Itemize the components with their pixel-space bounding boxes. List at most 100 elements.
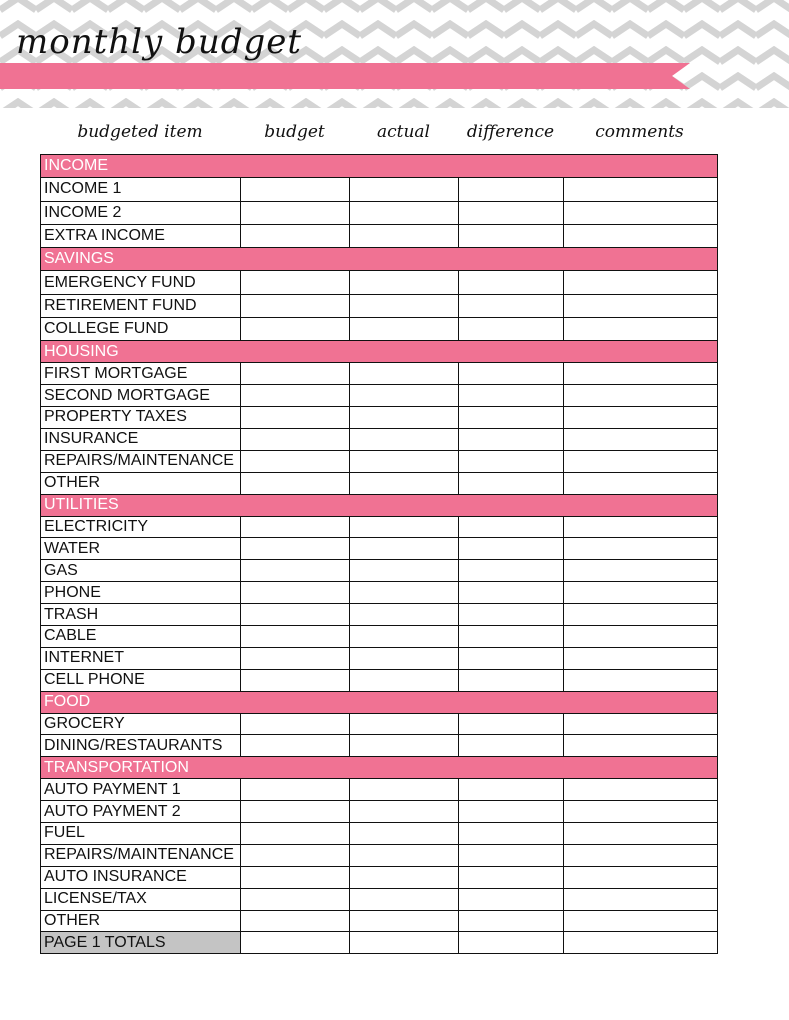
actual-cell[interactable] [349, 317, 459, 342]
budget-cell[interactable] [240, 270, 350, 295]
comments-cell[interactable] [562, 537, 719, 561]
budget-cell[interactable] [240, 449, 350, 473]
actual-cell[interactable] [349, 843, 459, 867]
budget-cell[interactable] [240, 603, 350, 626]
difference-cell[interactable] [458, 887, 564, 911]
budget-cell[interactable] [240, 581, 350, 605]
difference-cell[interactable] [458, 821, 564, 845]
difference-cell[interactable] [458, 427, 564, 451]
actual-cell[interactable] [349, 865, 459, 889]
comments-cell[interactable] [562, 223, 719, 249]
comments-cell[interactable] [562, 603, 719, 626]
difference-cell[interactable] [458, 537, 564, 561]
comments-cell[interactable] [562, 843, 719, 867]
budget-cell[interactable] [240, 293, 350, 319]
difference-cell[interactable] [458, 603, 564, 626]
actual-cell[interactable] [349, 406, 459, 429]
comments-cell[interactable] [562, 471, 719, 495]
actual-cell[interactable] [349, 362, 459, 386]
actual-cell[interactable] [349, 646, 459, 670]
total-cell[interactable] [458, 931, 564, 955]
budget-cell[interactable] [240, 646, 350, 670]
budget-cell[interactable] [240, 734, 350, 758]
comments-cell[interactable] [562, 427, 719, 451]
difference-cell[interactable] [458, 406, 564, 429]
comments-cell[interactable] [562, 909, 719, 933]
comments-cell[interactable] [562, 270, 719, 295]
difference-cell[interactable] [458, 800, 564, 823]
difference-cell[interactable] [458, 712, 564, 736]
comments-cell[interactable] [562, 712, 719, 736]
actual-cell[interactable] [349, 887, 459, 911]
budget-cell[interactable] [240, 778, 350, 802]
actual-cell[interactable] [349, 624, 459, 648]
budget-cell[interactable] [240, 624, 350, 648]
actual-cell[interactable] [349, 177, 459, 202]
difference-cell[interactable] [458, 317, 564, 342]
budget-cell[interactable] [240, 427, 350, 451]
budget-cell[interactable] [240, 559, 350, 583]
actual-cell[interactable] [349, 581, 459, 605]
actual-cell[interactable] [349, 427, 459, 451]
difference-cell[interactable] [458, 177, 564, 202]
comments-cell[interactable] [562, 646, 719, 670]
total-cell[interactable] [349, 931, 459, 955]
difference-cell[interactable] [458, 778, 564, 802]
comments-cell[interactable] [562, 293, 719, 319]
actual-cell[interactable] [349, 821, 459, 845]
difference-cell[interactable] [458, 200, 564, 225]
difference-cell[interactable] [458, 515, 564, 539]
comments-cell[interactable] [562, 449, 719, 473]
budget-cell[interactable] [240, 843, 350, 867]
budget-cell[interactable] [240, 865, 350, 889]
actual-cell[interactable] [349, 909, 459, 933]
total-cell[interactable] [562, 931, 719, 955]
comments-cell[interactable] [562, 317, 719, 342]
comments-cell[interactable] [562, 406, 719, 429]
actual-cell[interactable] [349, 515, 459, 539]
comments-cell[interactable] [562, 865, 719, 889]
actual-cell[interactable] [349, 537, 459, 561]
comments-cell[interactable] [562, 887, 719, 911]
budget-cell[interactable] [240, 362, 350, 386]
total-cell[interactable] [240, 931, 350, 955]
comments-cell[interactable] [562, 821, 719, 845]
difference-cell[interactable] [458, 865, 564, 889]
difference-cell[interactable] [458, 223, 564, 249]
difference-cell[interactable] [458, 293, 564, 319]
comments-cell[interactable] [562, 581, 719, 605]
actual-cell[interactable] [349, 668, 459, 692]
budget-cell[interactable] [240, 471, 350, 495]
difference-cell[interactable] [458, 909, 564, 933]
actual-cell[interactable] [349, 449, 459, 473]
difference-cell[interactable] [458, 581, 564, 605]
budget-cell[interactable] [240, 515, 350, 539]
budget-cell[interactable] [240, 537, 350, 561]
budget-cell[interactable] [240, 821, 350, 845]
difference-cell[interactable] [458, 384, 564, 408]
budget-cell[interactable] [240, 668, 350, 692]
budget-cell[interactable] [240, 712, 350, 736]
difference-cell[interactable] [458, 668, 564, 692]
comments-cell[interactable] [562, 778, 719, 802]
budget-cell[interactable] [240, 406, 350, 429]
difference-cell[interactable] [458, 362, 564, 386]
budget-cell[interactable] [240, 887, 350, 911]
actual-cell[interactable] [349, 270, 459, 295]
comments-cell[interactable] [562, 559, 719, 583]
difference-cell[interactable] [458, 559, 564, 583]
difference-cell[interactable] [458, 270, 564, 295]
budget-cell[interactable] [240, 384, 350, 408]
comments-cell[interactable] [562, 362, 719, 386]
budget-cell[interactable] [240, 800, 350, 823]
actual-cell[interactable] [349, 200, 459, 225]
actual-cell[interactable] [349, 471, 459, 495]
budget-cell[interactable] [240, 200, 350, 225]
difference-cell[interactable] [458, 624, 564, 648]
budget-cell[interactable] [240, 177, 350, 202]
actual-cell[interactable] [349, 293, 459, 319]
actual-cell[interactable] [349, 559, 459, 583]
difference-cell[interactable] [458, 843, 564, 867]
comments-cell[interactable] [562, 515, 719, 539]
actual-cell[interactable] [349, 223, 459, 249]
